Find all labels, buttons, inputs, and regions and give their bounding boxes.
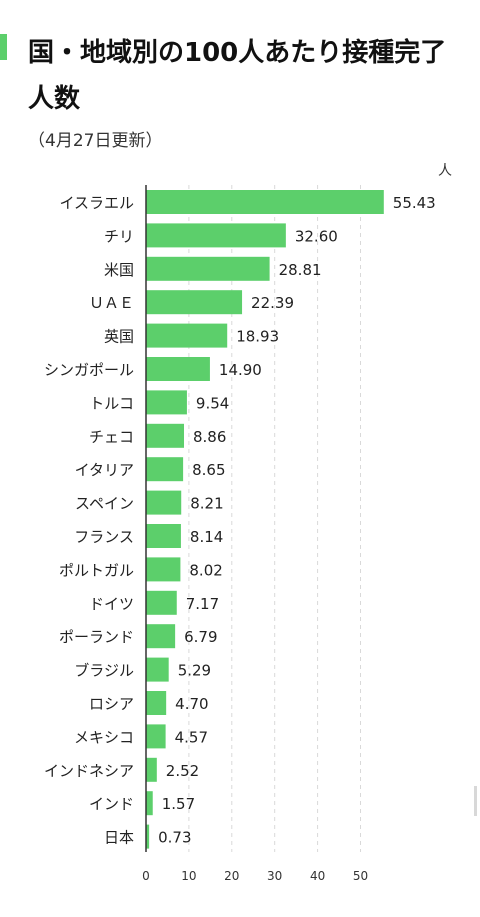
bar: [146, 524, 181, 548]
bar: [146, 323, 228, 348]
update-date: （4月27日更新）: [28, 131, 163, 151]
category-label: チリ: [104, 227, 134, 245]
category-label: ドイツ: [89, 595, 134, 613]
value-label: 8.21: [190, 495, 223, 513]
category-label: フランス: [74, 528, 134, 546]
category-label: ブラジル: [74, 662, 134, 680]
x-tick-label: 0: [142, 869, 150, 883]
category-label: ＵＡＥ: [89, 294, 134, 312]
bar: [146, 390, 187, 415]
category-label: ポーランド: [59, 628, 134, 646]
bar: [146, 357, 210, 381]
category-label: ロシア: [89, 695, 134, 713]
bar: [146, 290, 243, 315]
bar: [146, 791, 153, 816]
scroll-indicator: [474, 786, 477, 816]
category-label: インドネシア: [44, 762, 134, 780]
value-label: 0.73: [158, 829, 191, 847]
value-label: 8.14: [190, 528, 223, 546]
title-accent-bar: [0, 34, 7, 60]
category-label: ポルトガル: [59, 561, 134, 579]
category-label: 英国: [104, 328, 134, 346]
x-tick-label: 20: [224, 869, 239, 883]
value-label: 5.29: [178, 662, 211, 680]
bar: [146, 557, 181, 582]
value-label: 8.65: [192, 461, 225, 479]
value-label: 8.02: [189, 561, 222, 579]
category-label: スペイン: [75, 495, 134, 513]
bar: [146, 624, 176, 649]
value-label: 22.39: [251, 294, 294, 312]
value-label: 9.54: [196, 394, 229, 412]
x-tick-label: 30: [267, 869, 282, 883]
value-label: 4.57: [175, 728, 208, 746]
category-label: イタリア: [75, 461, 134, 479]
bar: [146, 590, 177, 615]
bar: [146, 757, 157, 782]
value-label: 14.90: [219, 361, 262, 379]
value-label: 55.43: [393, 194, 436, 212]
value-label: 1.57: [162, 795, 195, 813]
value-label: 32.60: [295, 227, 338, 245]
category-label: 米国: [104, 261, 134, 279]
value-label: 18.93: [236, 328, 279, 346]
chart-title: 国・地域別の100人あたり接種完了人数: [28, 38, 447, 114]
bar: [146, 490, 182, 515]
bar: [146, 223, 286, 248]
value-label: 7.17: [186, 595, 219, 613]
value-label: 28.81: [279, 261, 322, 279]
x-tick-label: 10: [181, 869, 196, 883]
category-label: トルコ: [89, 394, 134, 412]
category-label: シンガポール: [44, 361, 134, 379]
category-label: チェコ: [89, 428, 134, 446]
x-tick-label: 50: [353, 869, 368, 883]
bar: [146, 824, 150, 849]
bar: [146, 691, 167, 715]
value-label: 8.86: [193, 428, 226, 446]
category-label: 日本: [104, 829, 134, 847]
category-label: インド: [89, 795, 134, 813]
category-label: メキシコ: [74, 728, 134, 746]
bar: [146, 457, 184, 482]
bar: [146, 190, 384, 214]
x-tick-label: 40: [310, 869, 325, 883]
bar: [146, 256, 270, 281]
category-label: イスラエル: [59, 194, 134, 212]
value-label: 4.70: [175, 695, 208, 713]
bar: [146, 724, 166, 749]
unit-label: 人: [438, 163, 452, 179]
bar: [146, 657, 169, 682]
value-label: 6.79: [184, 628, 217, 646]
value-label: 2.52: [166, 762, 199, 780]
bar: [146, 423, 185, 448]
